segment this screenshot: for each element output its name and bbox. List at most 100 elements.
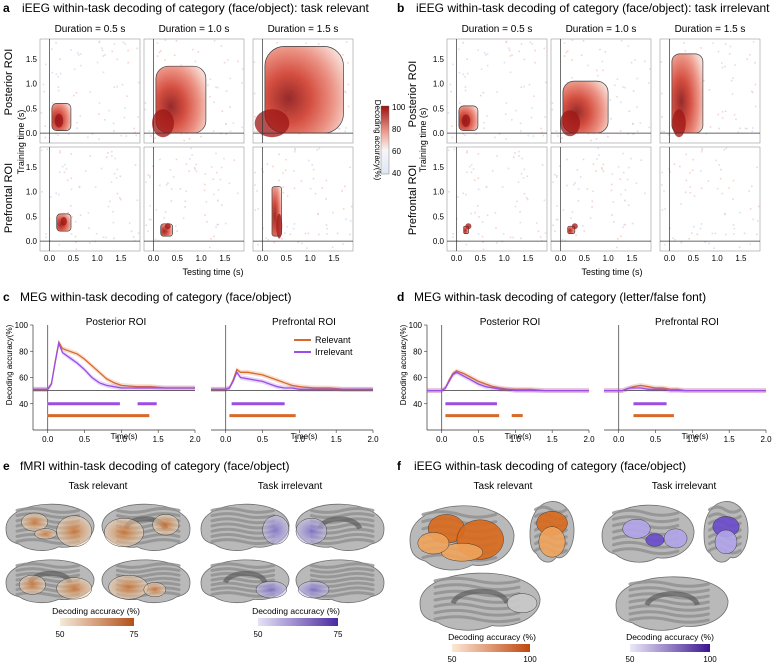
- colorbar-gradient: [258, 618, 338, 626]
- panel-b-xlabel: Testing time (s): [581, 267, 642, 277]
- brain-medial-view: [419, 572, 541, 631]
- noise-pixel: [112, 221, 115, 224]
- noise-pixel: [349, 233, 351, 236]
- heatmap-cell: 0.0 0.5 1.0 1.5: [433, 38, 548, 144]
- noise-pixel: [76, 121, 78, 124]
- noise-pixel: [237, 192, 239, 195]
- sulcus: [534, 505, 568, 514]
- noise-pixel: [483, 52, 486, 54]
- y-tick-label: 0.0: [26, 129, 38, 138]
- heatmap-background: [659, 146, 761, 252]
- noise-pixel: [88, 227, 90, 229]
- noise-pixel: [480, 68, 483, 70]
- noise-pixel: [599, 48, 601, 51]
- noise-pixel: [305, 42, 307, 44]
- noise-pixel: [203, 189, 206, 192]
- noise-pixel: [105, 236, 107, 239]
- noise-pixel: [733, 233, 735, 235]
- noise-pixel: [758, 205, 760, 208]
- noise-pixel: [751, 130, 753, 133]
- noise-pixel: [723, 149, 726, 151]
- corpus-callosum: [450, 588, 510, 605]
- noise-pixel: [70, 153, 73, 155]
- noise-pixel: [344, 91, 347, 94]
- noise-pixel: [98, 138, 100, 140]
- noise-pixel: [571, 211, 574, 213]
- noise-pixel: [751, 91, 754, 94]
- noise-pixel: [176, 230, 178, 232]
- noise-pixel: [580, 54, 583, 56]
- heatmap-cell: [143, 38, 245, 144]
- noise-pixel: [113, 130, 115, 132]
- noise-pixel: [232, 122, 235, 124]
- noise-pixel: [632, 123, 634, 125]
- noise-pixel: [733, 113, 736, 116]
- sulcus: [628, 586, 710, 594]
- noise-pixel: [325, 224, 328, 226]
- noise-pixel: [470, 212, 472, 215]
- sulcus: [115, 567, 181, 574]
- noise-pixel: [59, 171, 61, 173]
- noise-pixel: [212, 130, 215, 132]
- colorbar-max: 75: [334, 630, 343, 639]
- noise-pixel: [470, 171, 473, 174]
- noise-pixel: [602, 69, 604, 72]
- x-tick-label: 0.0: [436, 435, 448, 444]
- noise-pixel: [498, 133, 501, 135]
- colorbar-label: Decoding accuracy (%): [448, 632, 536, 642]
- panel-e-colorbar-irrelevant: Decoding accuracy (%) 50 75: [252, 606, 343, 639]
- noise-pixel: [342, 208, 345, 210]
- noise-pixel: [674, 238, 676, 241]
- noise-pixel: [154, 238, 157, 241]
- noise-pixel: [731, 93, 734, 95]
- noise-pixel: [458, 48, 460, 50]
- noise-pixel: [721, 66, 724, 69]
- x-tick-label: 1.5: [547, 435, 559, 444]
- brain-medial-view: [101, 503, 191, 551]
- noise-pixel: [70, 188, 73, 191]
- noise-pixel: [193, 166, 196, 169]
- noise-pixel: [127, 61, 129, 64]
- noise-pixel: [717, 50, 720, 53]
- noise-pixel: [135, 134, 137, 137]
- noise-pixel: [693, 225, 695, 228]
- noise-pixel: [332, 211, 334, 214]
- subplot-prefrontal: 0.0 0.5 1.0 1.5 2.0: [211, 325, 379, 444]
- x-tick-label: 0.0: [42, 435, 54, 444]
- noise-pixel: [566, 50, 569, 52]
- decoding-region: [297, 580, 330, 599]
- noise-pixel: [267, 238, 269, 241]
- noise-pixel: [717, 113, 720, 116]
- panel-a-letter: a: [3, 1, 10, 15]
- noise-pixel: [209, 246, 211, 249]
- x-tick-label: 0.0: [451, 254, 463, 263]
- noise-pixel: [635, 182, 638, 184]
- colorbar-max: 100: [703, 655, 717, 664]
- noise-pixel: [126, 95, 128, 97]
- y-tick-label: 80: [19, 347, 28, 356]
- colorbar-label: Decoding accuracy (%): [626, 632, 714, 642]
- noise-pixel: [622, 152, 624, 155]
- noise-pixel: [297, 241, 300, 244]
- noise-pixel: [229, 130, 232, 132]
- noise-pixel: [511, 54, 513, 56]
- noise-pixel: [627, 166, 630, 169]
- noise-pixel: [518, 155, 520, 157]
- noise-pixel: [711, 232, 714, 235]
- noise-pixel: [345, 127, 347, 129]
- noise-pixel: [344, 185, 346, 188]
- noise-pixel: [104, 54, 106, 56]
- sulcus: [210, 562, 276, 569]
- noise-pixel: [613, 221, 615, 223]
- y-tick-label: 0.5: [26, 104, 38, 113]
- heatmap-cell: 0.0 0.5 1.0 1.5 0.0 0.5 1.0 1.5: [433, 146, 548, 263]
- noise-pixel: [620, 40, 623, 42]
- x-tick-label: 1.5: [735, 254, 747, 263]
- x-tick-label: 2.0: [583, 435, 595, 444]
- noise-pixel: [253, 61, 256, 63]
- noise-pixel: [265, 237, 267, 239]
- noise-pixel: [447, 149, 450, 152]
- brain-medial-view: [5, 559, 95, 604]
- noise-pixel: [752, 41, 755, 43]
- noise-pixel: [215, 171, 218, 174]
